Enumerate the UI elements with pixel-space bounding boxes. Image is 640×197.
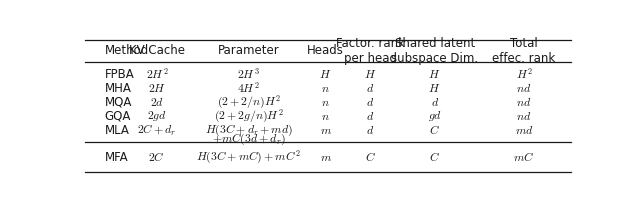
Text: Factor. rank
per head: Factor. rank per head — [335, 37, 404, 65]
Text: $H$: $H$ — [428, 68, 441, 81]
Text: MHA: MHA — [105, 82, 132, 95]
Text: $2C$: $2C$ — [148, 151, 165, 164]
Text: $d$: $d$ — [431, 96, 439, 109]
Text: $n$: $n$ — [321, 110, 330, 123]
Text: $2H^2$: $2H^2$ — [145, 67, 168, 82]
Text: Heads: Heads — [307, 45, 344, 58]
Text: $nd$: $nd$ — [516, 96, 532, 109]
Text: $2gd$: $2gd$ — [147, 109, 167, 123]
Text: $2d$: $2d$ — [150, 96, 164, 109]
Text: Total
effec. rank: Total effec. rank — [492, 37, 556, 65]
Text: $H^2$: $H^2$ — [516, 67, 532, 82]
Text: $gd$: $gd$ — [428, 109, 442, 123]
Text: $2H$: $2H$ — [148, 82, 166, 95]
Text: $n$: $n$ — [321, 96, 330, 109]
Text: $(2+2g/n)H^2$: $(2+2g/n)H^2$ — [214, 108, 284, 125]
Text: $d$: $d$ — [366, 82, 374, 95]
Text: $H(3C+mC)+mC^2$: $H(3C+mC)+mC^2$ — [196, 149, 301, 166]
Text: Method: Method — [105, 45, 149, 58]
Text: $md$: $md$ — [515, 124, 533, 137]
Text: MLA: MLA — [105, 124, 130, 137]
Text: Shared latent
subspace Dim.: Shared latent subspace Dim. — [391, 37, 478, 65]
Text: $+mC(3d+d_r)$: $+mC(3d+d_r)$ — [212, 132, 285, 147]
Text: $d$: $d$ — [366, 110, 374, 123]
Text: KV Cache: KV Cache — [129, 45, 185, 58]
Text: $m$: $m$ — [319, 124, 332, 137]
Text: FPBA: FPBA — [105, 68, 134, 81]
Text: MFA: MFA — [105, 151, 129, 164]
Text: $d$: $d$ — [366, 96, 374, 109]
Text: $2C+d_r$: $2C+d_r$ — [137, 123, 177, 138]
Text: $d$: $d$ — [366, 124, 374, 137]
Text: $2H^3$: $2H^3$ — [237, 67, 260, 82]
Text: $C$: $C$ — [429, 124, 440, 137]
Text: $H(3C+d_r+md)$: $H(3C+d_r+md)$ — [205, 123, 292, 138]
Text: $mC$: $mC$ — [513, 151, 534, 164]
Text: Parameter: Parameter — [218, 45, 280, 58]
Text: $H$: $H$ — [319, 68, 332, 81]
Text: $(2+2/n)H^2$: $(2+2/n)H^2$ — [216, 94, 281, 111]
Text: $C$: $C$ — [365, 151, 376, 164]
Text: $nd$: $nd$ — [516, 110, 532, 123]
Text: $n$: $n$ — [321, 82, 330, 95]
Text: MQA: MQA — [105, 96, 132, 109]
Text: $H$: $H$ — [428, 82, 441, 95]
Text: GQA: GQA — [105, 110, 131, 123]
Text: $H$: $H$ — [364, 68, 376, 81]
Text: $C$: $C$ — [429, 151, 440, 164]
Text: $nd$: $nd$ — [516, 82, 532, 95]
Text: $4H^2$: $4H^2$ — [237, 81, 260, 96]
Text: $m$: $m$ — [319, 151, 332, 164]
